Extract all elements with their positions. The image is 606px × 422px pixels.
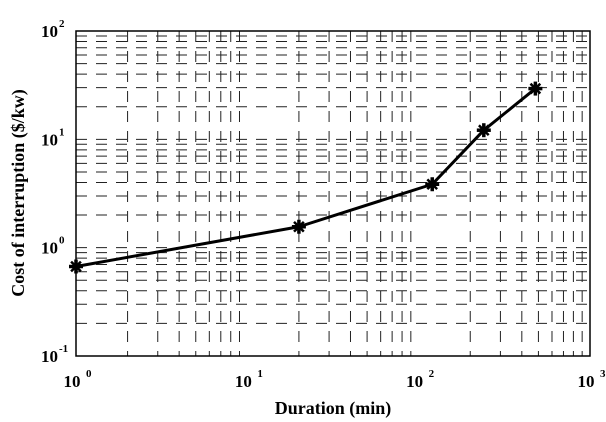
x-tick-exponent: 2 [429,368,435,380]
y-tick-label: 10 [41,130,58,149]
y-tick-exponent: 1 [59,126,65,138]
y-tick-label: 10 [41,239,58,258]
y-tick-label: 10 [41,22,58,41]
y-tick-exponent: 2 [59,18,65,30]
data-point-marker [69,259,83,274]
y-tick-label: 10 [41,347,58,366]
x-axis-label: Duration (min) [275,398,392,419]
x-axis-ticks: 10 0 10 1 10 2 10 3 [64,368,606,391]
y-tick-exponent: -1 [59,343,68,355]
x-tick-label: 10 [235,372,252,391]
grid [76,31,590,356]
x-tick-label: 10 [406,372,423,391]
y-tick-exponent: 0 [59,235,65,247]
x-tick-label: 10 [64,372,81,391]
data-point-marker [476,123,491,138]
x-tick-exponent: 0 [86,368,92,380]
x-tick-exponent: 3 [600,368,606,380]
plot-frame [75,30,591,357]
data-point-marker [425,177,440,192]
x-tick-exponent: 1 [257,368,263,380]
data-point-marker [291,219,306,234]
y-axis-label: Cost of interruption ($/kw) [8,89,29,297]
data-point-marker [528,81,543,96]
series-line [75,87,537,268]
x-tick-label: 10 [578,372,595,391]
series [69,81,543,274]
